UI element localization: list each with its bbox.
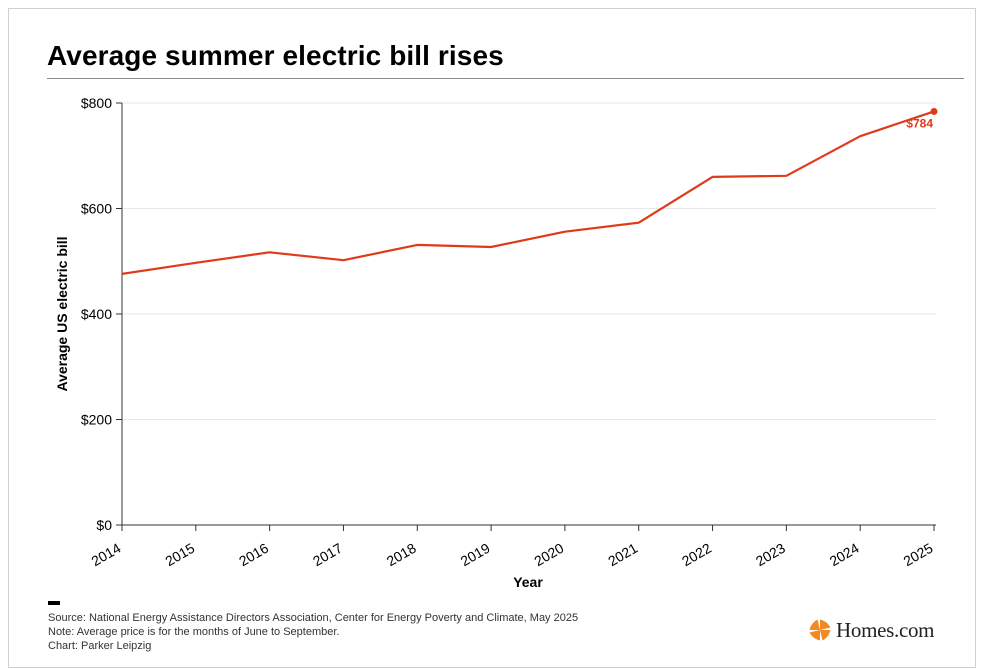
x-tick-label: 2014 <box>89 540 124 570</box>
y-axis-label: Average US electric bill <box>54 236 70 391</box>
title-divider <box>47 78 964 79</box>
x-tick-label: 2015 <box>162 540 197 570</box>
credit-text: Chart: Parker Leipzig <box>48 640 152 652</box>
x-tick-label: 2024 <box>827 540 862 570</box>
series-line <box>121 110 935 275</box>
brand-logo[interactable]: Homes.com <box>808 617 935 642</box>
x-axis-label: Year <box>513 574 543 590</box>
logo-petal <box>820 630 831 641</box>
y-axis-ticks: $0 $200 $400 $600 $800 <box>81 95 122 533</box>
chart-title: Average summer electric bill rises <box>47 40 504 71</box>
x-tick-label: 2023 <box>753 540 788 570</box>
x-tick-label: 2016 <box>236 540 271 570</box>
note-text: Note: Average price is for the months of… <box>48 626 340 638</box>
x-tick-label: 2019 <box>458 540 493 570</box>
footer-mark <box>48 601 60 605</box>
end-point <box>930 107 938 115</box>
logo-petal <box>820 619 831 630</box>
y-tick-label: $0 <box>96 517 112 533</box>
logo-petal <box>809 630 820 641</box>
x-tick-label: 2021 <box>605 540 640 570</box>
footer-notes: Source: National Energy Assistance Direc… <box>48 611 578 653</box>
x-tick-label: 2018 <box>384 540 419 570</box>
gridlines <box>122 102 936 420</box>
end-value-label: $784 <box>906 116 933 130</box>
line-chart: $0$200$400$600$800 2014 2015 2016 2017 2018 2… <box>54 95 938 590</box>
homes-logo-icon <box>809 619 831 641</box>
y-tick-label: $400 <box>81 306 112 322</box>
x-tick-label: 2017 <box>310 540 345 570</box>
y-tick-label: $600 <box>81 201 112 217</box>
y-tick-label: $800 <box>81 95 112 111</box>
y-tick-label: $200 <box>81 412 112 428</box>
series-group: $784 <box>121 107 938 275</box>
brand-name: Homes.com <box>836 617 935 642</box>
source-text: Source: National Energy Assistance Direc… <box>48 612 579 624</box>
x-tick-label: 2020 <box>531 540 566 570</box>
x-tick-label: 2025 <box>901 540 936 570</box>
x-axis-ticks: 2014 2015 2016 2017 2018 2019 2020 2021 2022 2023… <box>89 525 936 569</box>
logo-petal <box>809 619 820 630</box>
x-tick-label: 2022 <box>679 540 714 570</box>
